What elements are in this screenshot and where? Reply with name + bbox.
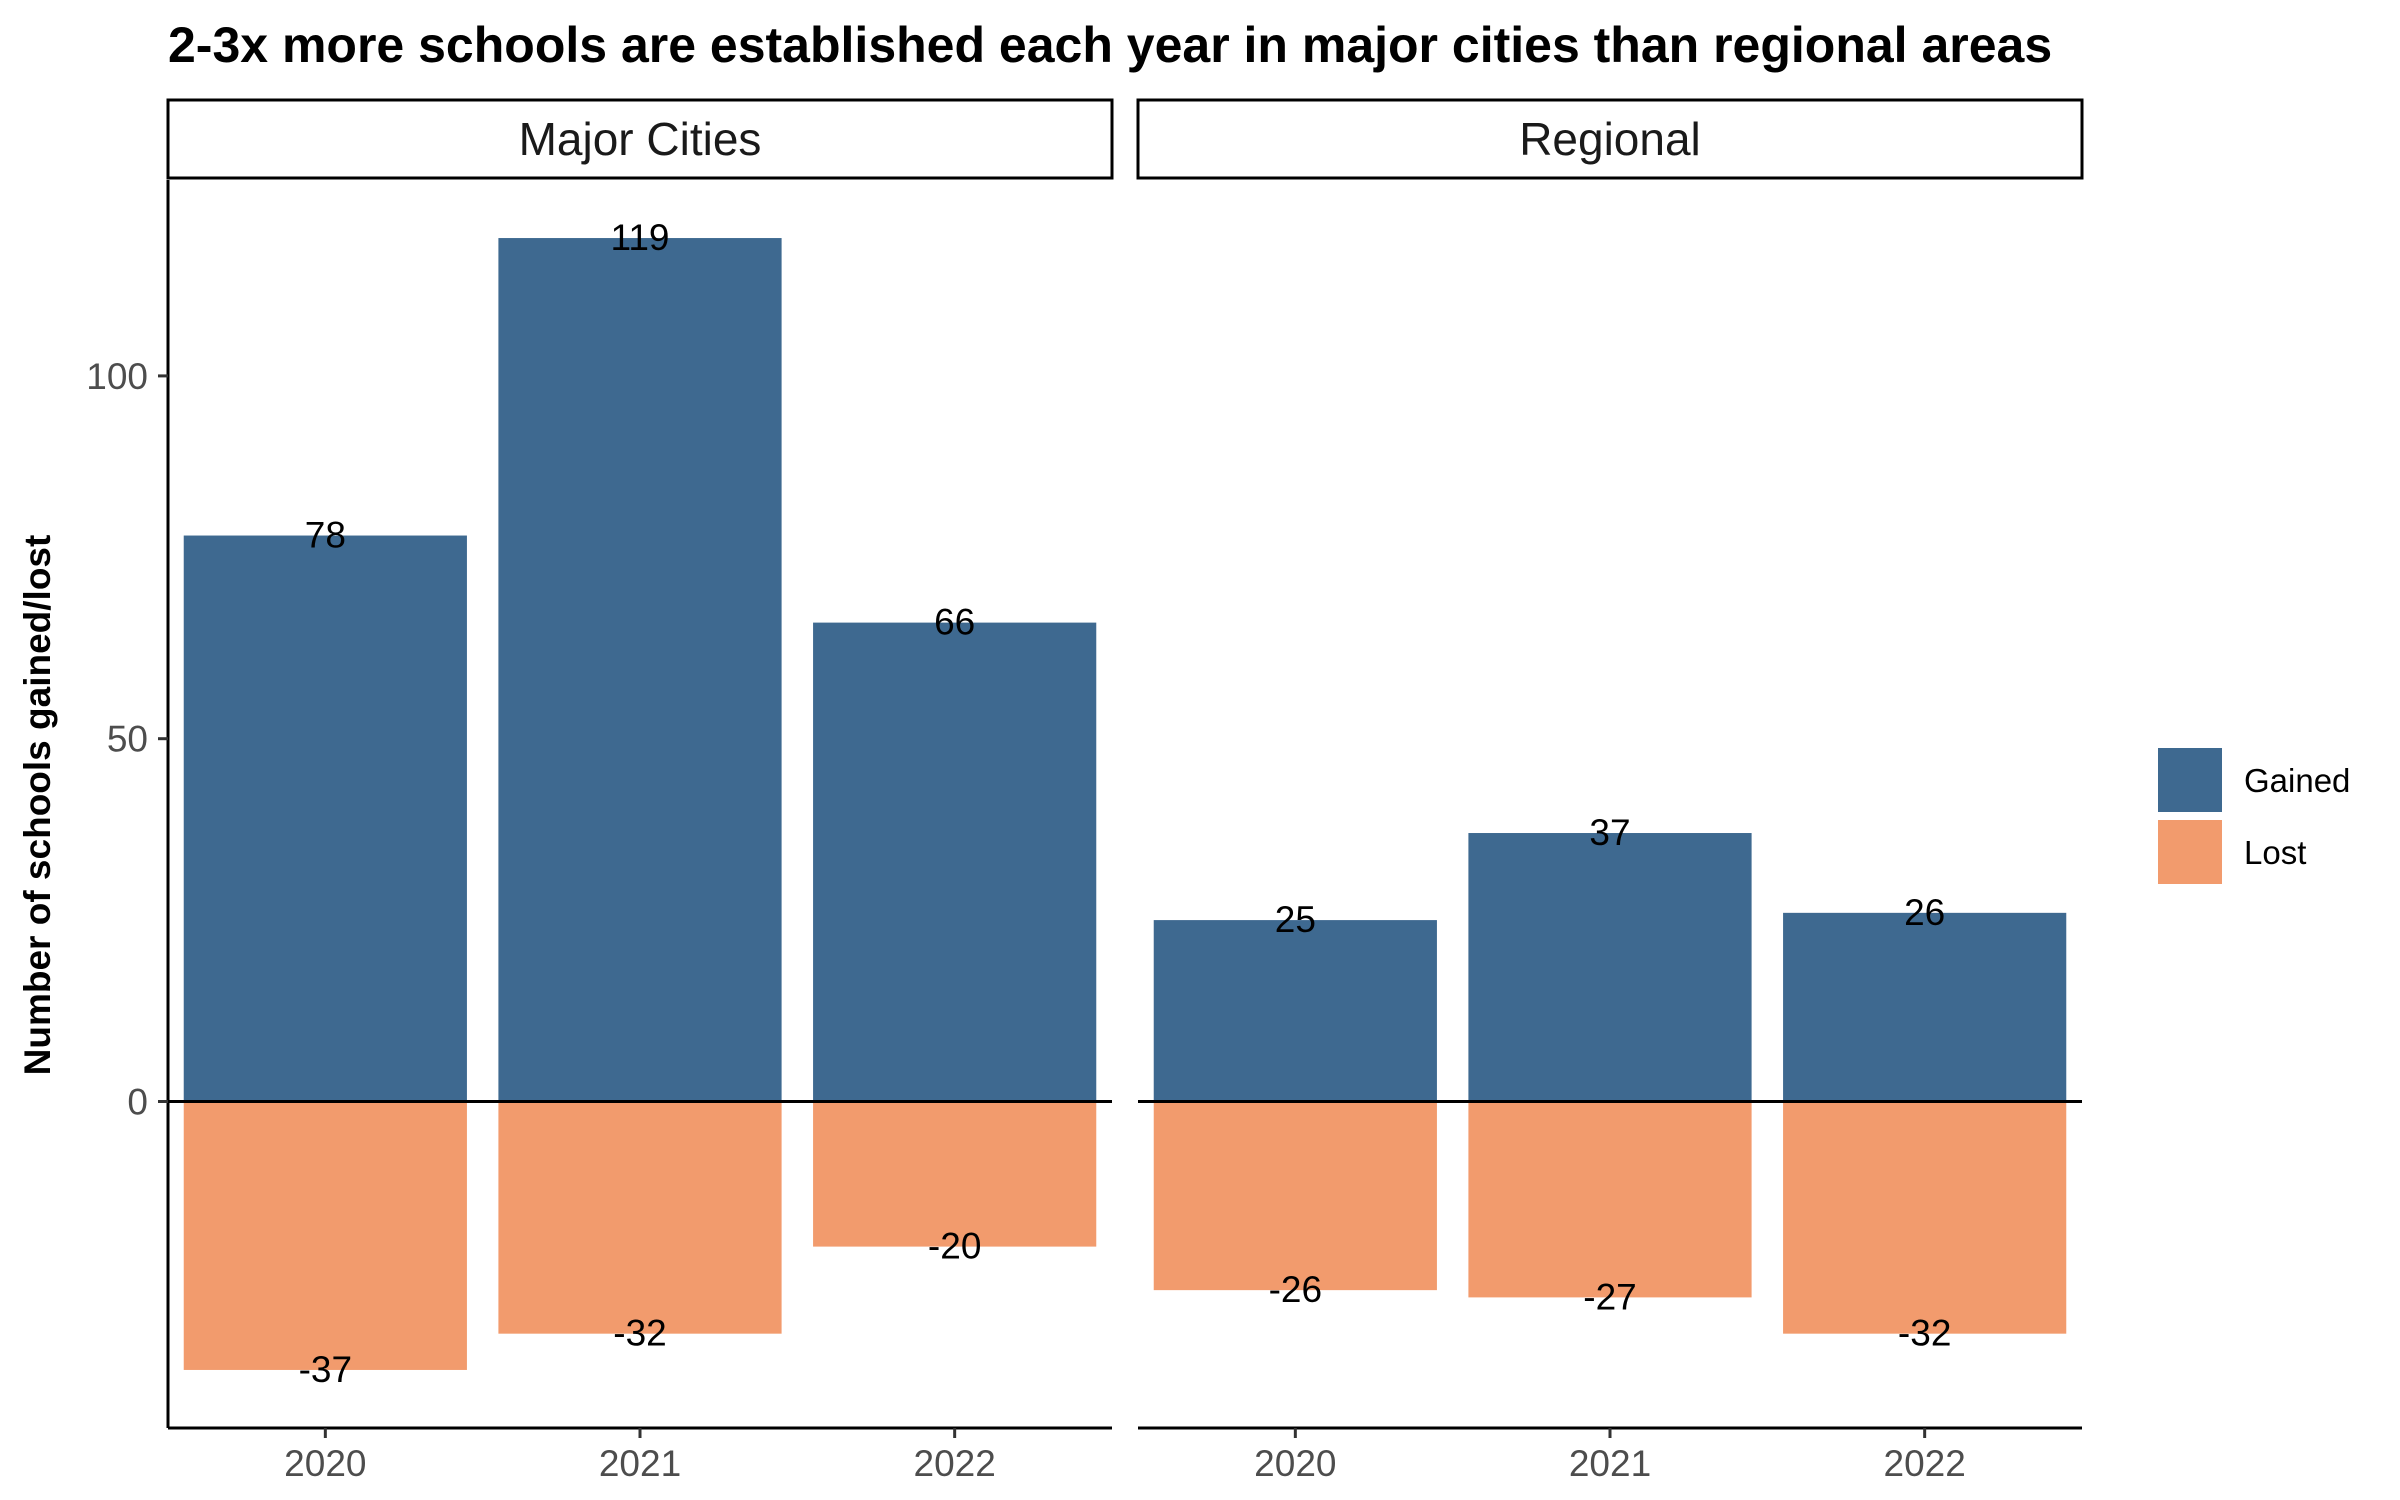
data-label: -26 xyxy=(1269,1269,1322,1310)
y-tick-label: 100 xyxy=(86,356,148,397)
y-axis-title: Number of schools gained/lost xyxy=(17,535,58,1076)
facet-strip-label: Major Cities xyxy=(519,113,762,165)
x-tick-label: 2020 xyxy=(1254,1443,1336,1484)
data-label: 78 xyxy=(305,515,346,556)
data-label: -32 xyxy=(1898,1313,1951,1354)
facet-strip xyxy=(166,98,1114,180)
x-tick-label: 2021 xyxy=(1569,1443,1651,1484)
x-tick-label: 2022 xyxy=(914,1443,996,1484)
bar-gained-2022 xyxy=(1783,912,2067,1102)
bar-lost-2020 xyxy=(183,1101,467,1370)
bar-gained-2020 xyxy=(1153,920,1437,1102)
y-tick-label: 0 xyxy=(127,1081,148,1122)
data-label: -32 xyxy=(613,1313,666,1354)
panel-regional: Regional 25 37 26 -26 -27 -32 2020 2021 2022 xyxy=(1136,98,2084,1484)
bar-lost-2021 xyxy=(1468,1101,1752,1298)
legend-key-lost xyxy=(2158,820,2222,884)
x-tick-label: 2021 xyxy=(599,1443,681,1484)
bar-lost-2022 xyxy=(813,1101,1097,1247)
bar-gained-2021 xyxy=(498,238,782,1102)
panel-major-cities: Major Cities 78 119 66 -37 -32 -20 2020 2021 2022… xyxy=(86,98,1114,1484)
facet-strip-label: Regional xyxy=(1519,113,1701,165)
bar-lost-2021 xyxy=(498,1101,782,1334)
legend-label-lost: Lost xyxy=(2244,834,2306,871)
legend-key-gained xyxy=(2158,748,2222,812)
panels-layer: Major Cities 78 119 66 -37 -32 -20 2020 2021 2022… xyxy=(86,98,2084,1484)
data-label: 25 xyxy=(1275,899,1316,940)
bar-lost-2020 xyxy=(1153,1101,1437,1291)
bar-gained-2020 xyxy=(183,535,467,1102)
legend-label-gained: Gained xyxy=(2244,762,2350,799)
chart-title: 2-3x more schools are established each y… xyxy=(168,17,2052,73)
data-label: 26 xyxy=(1904,892,1945,933)
x-tick-label: 2020 xyxy=(284,1443,366,1484)
y-tick-label: 50 xyxy=(107,719,148,760)
data-label: -27 xyxy=(1583,1276,1636,1317)
x-tick-label: 2022 xyxy=(1884,1443,1966,1484)
bar-lost-2022 xyxy=(1783,1101,2067,1334)
data-label: 37 xyxy=(1589,812,1630,853)
data-label: 119 xyxy=(611,217,670,258)
data-label: 66 xyxy=(934,602,975,643)
data-label: -37 xyxy=(299,1349,352,1390)
legend: Gained Lost xyxy=(2158,748,2350,884)
bar-gained-2022 xyxy=(813,622,1097,1102)
bar-gained-2021 xyxy=(1468,833,1752,1102)
facet-strip xyxy=(1136,98,2084,180)
data-label: -20 xyxy=(928,1226,981,1267)
